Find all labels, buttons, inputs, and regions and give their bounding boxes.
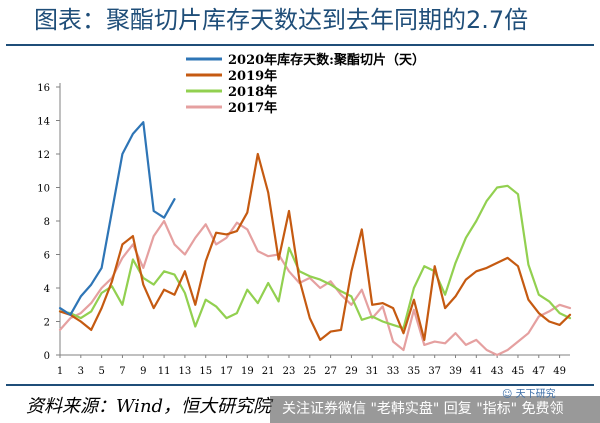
x-tick-label: 7 (119, 366, 125, 377)
watermark-logo: ☺ 天下研究 (502, 389, 556, 400)
x-tick-label: 43 (491, 366, 504, 377)
x-tick-label: 9 (140, 366, 146, 377)
series-line-3 (58, 219, 572, 357)
legend-label: 2020年库存天数:聚酯切片（天） (228, 52, 425, 68)
y-tick-label: 2 (44, 318, 50, 329)
x-tick-label: 21 (262, 366, 275, 377)
x-tick-label: 3 (78, 366, 84, 377)
x-tick-label: 13 (179, 366, 192, 377)
y-tick-label: 14 (37, 117, 50, 128)
title-divider (6, 44, 594, 46)
series-line-2 (58, 184, 572, 330)
chart-title: 图表：聚酯切片库存天数达到去年同期的2.7倍 (34, 6, 529, 34)
x-tick-label: 31 (366, 366, 379, 377)
y-tick-label: 8 (44, 217, 50, 228)
x-tick-label: 45 (512, 366, 525, 377)
watermark-banner: 关注证券微信 "老韩实盘" 回复 "指标" 免费领 (270, 396, 600, 423)
series-line-1 (58, 152, 572, 341)
legend-label: 2019年 (228, 68, 277, 84)
x-tick-label: 39 (449, 366, 462, 377)
series-line-0 (58, 121, 176, 316)
x-tick-label: 1 (57, 366, 63, 377)
source-note: 资料来源：Wind，恒大研究院 (26, 396, 272, 417)
legend-label: 2018年 (228, 84, 277, 100)
x-tick-label: 35 (408, 366, 421, 377)
x-tick-label: 15 (199, 366, 212, 377)
x-tick-label: 27 (324, 366, 337, 377)
x-tick-label: 19 (241, 366, 254, 377)
x-tick-label: 5 (98, 366, 104, 377)
y-tick-label: 16 (37, 83, 50, 94)
y-tick-label: 4 (44, 284, 50, 295)
x-tick-label: 47 (532, 366, 545, 377)
y-tick-label: 0 (44, 351, 50, 362)
x-tick-label: 37 (428, 366, 441, 377)
x-tick-label: 33 (387, 366, 400, 377)
footer-divider (6, 384, 594, 386)
x-tick-label: 49 (553, 366, 566, 377)
x-tick-label: 41 (470, 366, 483, 377)
x-tick-label: 11 (158, 366, 171, 377)
chart-series (58, 121, 572, 357)
legend-label: 2017年 (228, 100, 277, 116)
y-tick-label: 12 (37, 150, 50, 161)
x-tick-label: 29 (345, 366, 358, 377)
x-tick-label: 25 (303, 366, 316, 377)
x-tick-label: 17 (220, 366, 233, 377)
y-tick-label: 10 (37, 184, 50, 195)
x-tick-label: 23 (283, 366, 296, 377)
y-tick-label: 6 (44, 251, 50, 262)
